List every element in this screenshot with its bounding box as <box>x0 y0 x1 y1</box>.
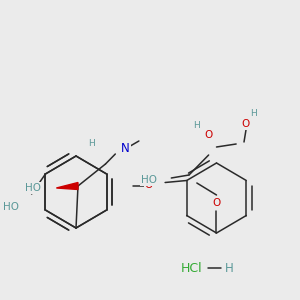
Text: H: H <box>88 140 95 148</box>
Text: HO: HO <box>141 175 157 185</box>
Polygon shape <box>56 182 78 190</box>
Text: O: O <box>205 130 213 140</box>
Text: N: N <box>121 142 130 154</box>
Text: HCl: HCl <box>181 262 203 275</box>
Text: H: H <box>225 262 234 275</box>
Text: HO: HO <box>25 183 41 193</box>
Text: H: H <box>194 121 200 130</box>
Text: O: O <box>212 198 220 208</box>
Text: HO: HO <box>3 202 19 212</box>
Text: O: O <box>144 181 152 190</box>
Text: O: O <box>242 119 250 129</box>
Text: H: H <box>250 110 257 118</box>
